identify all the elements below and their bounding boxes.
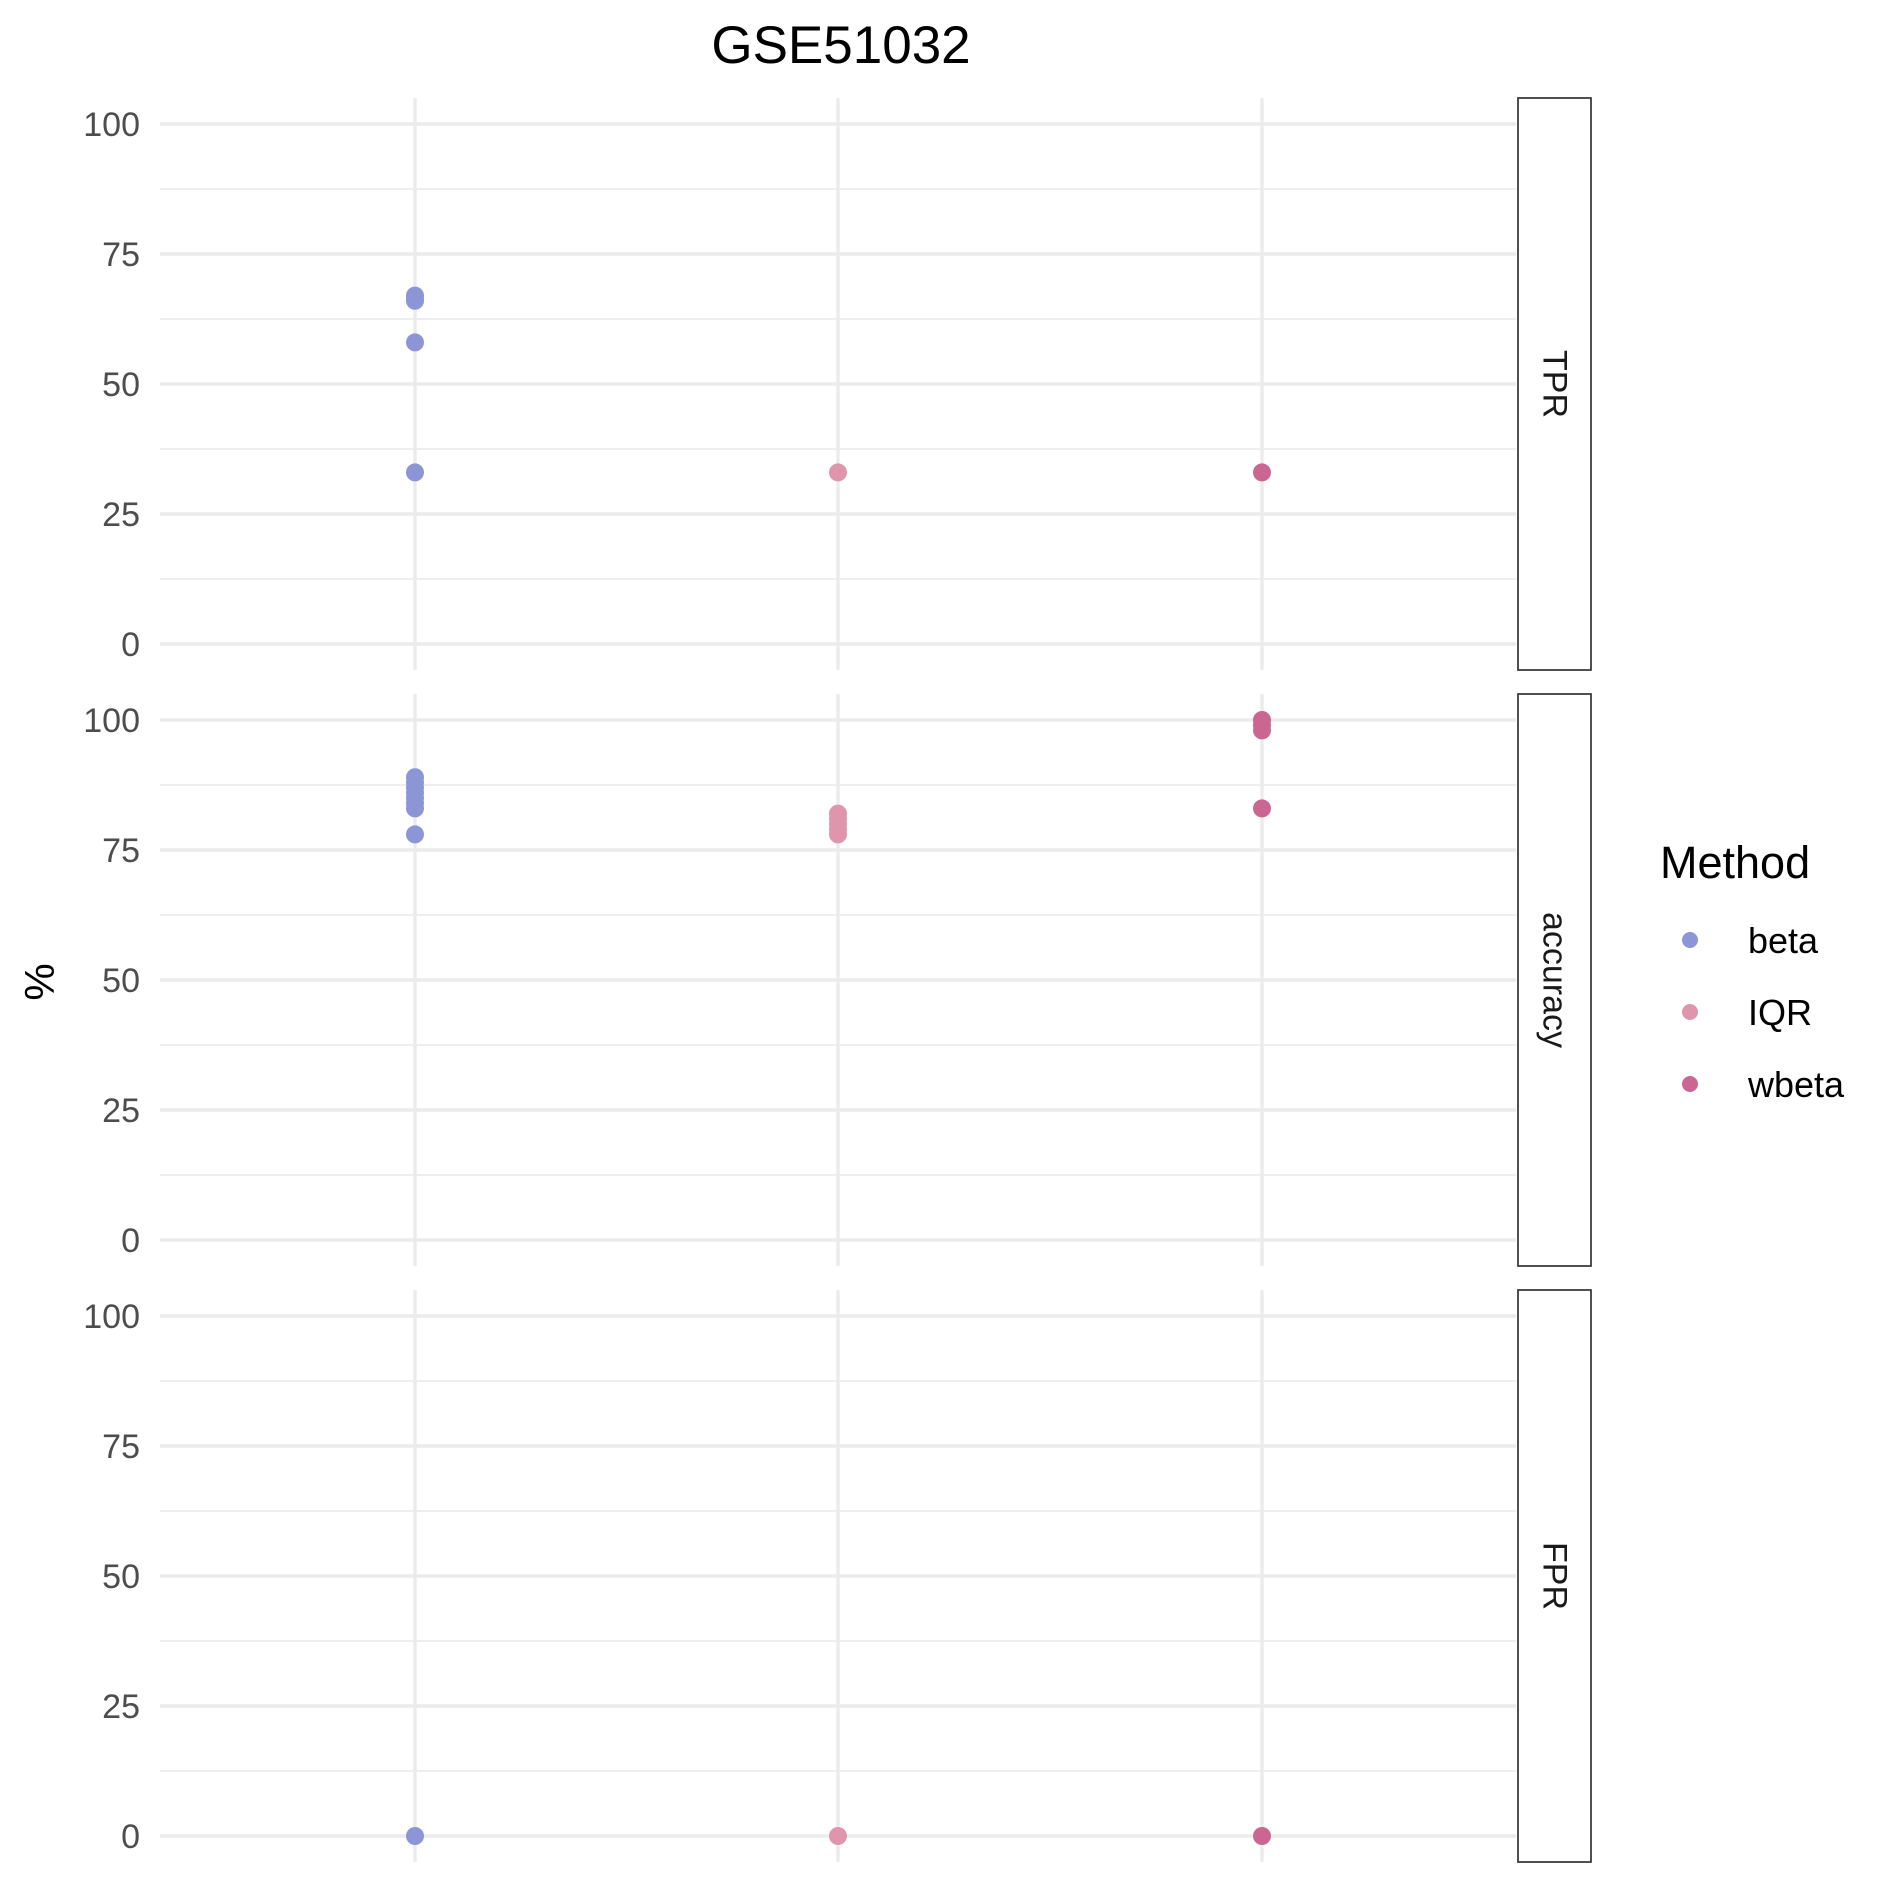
- legend-item-beta: beta: [1682, 920, 1819, 961]
- point-beta: [406, 463, 424, 482]
- legend-key-wbeta: [1682, 1076, 1698, 1092]
- legend-key-beta: [1682, 932, 1698, 948]
- y-tick-label: 25: [102, 1688, 140, 1726]
- legend-items: beta IQR wbeta: [1682, 920, 1845, 1105]
- facet-strip: [1517, 97, 1592, 671]
- legend-label: beta: [1748, 920, 1819, 961]
- y-tick-label: 100: [83, 702, 140, 740]
- facet-strip: [1517, 693, 1592, 1267]
- y-tick-label: 75: [102, 832, 140, 870]
- y-tick-label: 0: [121, 1818, 140, 1856]
- legend-label: wbeta: [1747, 1064, 1845, 1105]
- y-tick-label: 75: [102, 1428, 140, 1466]
- chart-title: GSE51032: [711, 16, 970, 75]
- y-tick-label: 50: [102, 1558, 140, 1596]
- legend-item-wbeta: wbeta: [1682, 1064, 1845, 1105]
- y-axis-title: %: [16, 963, 63, 1000]
- panel-fpr: 0 25 50 75 100 FPR: [83, 1289, 1592, 1863]
- point-beta: [406, 825, 424, 844]
- point-beta: [406, 1827, 424, 1845]
- point-wbeta: [1253, 1827, 1271, 1845]
- legend-label: IQR: [1748, 992, 1812, 1033]
- y-tick-label: 100: [83, 1298, 140, 1336]
- legend-key-iqr: [1682, 1004, 1698, 1020]
- point-beta: [406, 768, 424, 787]
- y-tick-label: 100: [83, 106, 140, 144]
- y-tick-label: 0: [121, 1222, 140, 1260]
- y-tick-label: 0: [121, 626, 140, 664]
- point-iqr: [829, 804, 847, 823]
- legend: Method beta IQR wbeta: [1660, 837, 1845, 1105]
- point-iqr: [829, 1827, 847, 1845]
- point-wbeta: [1253, 463, 1271, 482]
- facet-strip: [1517, 1289, 1592, 1863]
- facet-strip-label: FPR: [1536, 1542, 1574, 1610]
- y-tick-label: 50: [102, 366, 140, 404]
- y-tick-label: 50: [102, 962, 140, 1000]
- point-beta: [406, 333, 424, 352]
- facet-strip-label: TPR: [1536, 350, 1574, 418]
- point-wbeta: [1253, 799, 1271, 818]
- point-iqr: [829, 463, 847, 482]
- y-tick-label: 75: [102, 236, 140, 274]
- y-tick-label: 25: [102, 496, 140, 534]
- y-tick-label: 25: [102, 1092, 140, 1130]
- panel-accuracy: 0 25 50 75 100 accuracy: [83, 693, 1592, 1267]
- point-beta: [406, 286, 424, 305]
- panel-tpr: 0 25 50 75 100 TPR: [83, 97, 1592, 671]
- legend-item-iqr: IQR: [1682, 992, 1812, 1033]
- point-wbeta: [1253, 711, 1271, 729]
- legend-title: Method: [1660, 837, 1810, 888]
- facet-strip-label: accuracy: [1536, 912, 1574, 1048]
- facet-panels: 0 25 50 75 100 TPR 0 25 50 75 100 accuracy 0 25 50 75 10…: [83, 97, 1592, 1863]
